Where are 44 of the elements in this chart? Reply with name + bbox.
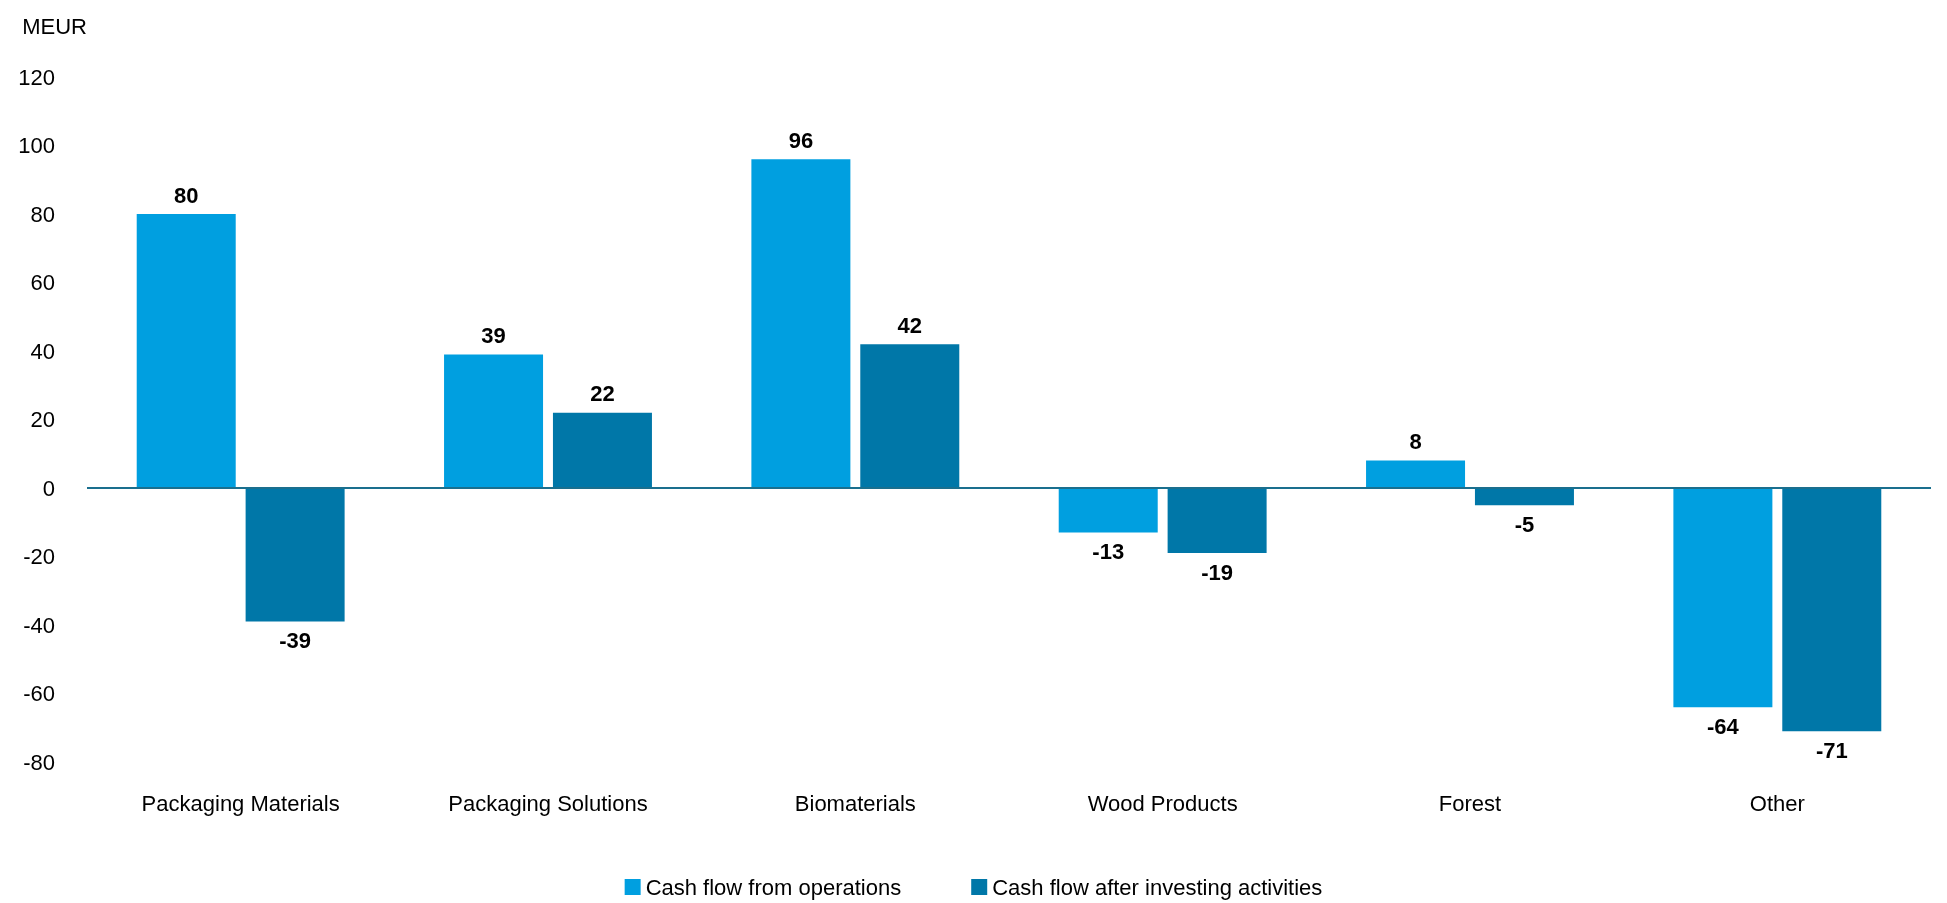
y-tick-label: 0 <box>42 475 55 501</box>
bar <box>1782 488 1882 732</box>
y-tick-label: 120 <box>18 64 55 90</box>
y-tick-label: 80 <box>30 201 55 227</box>
y-axis-title: MEUR <box>22 13 87 39</box>
bar <box>1474 488 1574 506</box>
y-tick-label: -20 <box>23 544 55 569</box>
bar <box>245 488 345 622</box>
bar <box>1673 488 1773 708</box>
data-label: -39 <box>279 628 312 654</box>
x-tick-label: Packaging Solutions <box>448 790 648 816</box>
y-tick-label: 20 <box>30 407 55 432</box>
legend-label: Cash flow from operations <box>645 874 902 900</box>
data-label: -64 <box>1706 713 1740 739</box>
data-label: 80 <box>173 182 199 208</box>
bar <box>1167 488 1267 554</box>
y-tick-label: -40 <box>23 612 55 638</box>
data-label: 8 <box>1409 429 1422 455</box>
bar <box>1058 488 1158 533</box>
data-label: -19 <box>1201 559 1234 585</box>
data-label: 39 <box>481 322 506 348</box>
data-label: 22 <box>590 381 615 407</box>
data-label: -71 <box>1815 737 1848 763</box>
bar <box>751 159 851 488</box>
bar <box>444 354 544 488</box>
y-tick-label: 60 <box>30 270 55 295</box>
data-label: 96 <box>788 127 814 153</box>
x-tick-label: Biomaterials <box>794 790 916 816</box>
data-label: -5 <box>1514 511 1535 537</box>
y-tick-label: -80 <box>23 749 55 775</box>
bar <box>1366 460 1466 488</box>
x-tick-label: Other <box>1749 790 1805 816</box>
data-label: -13 <box>1092 539 1125 565</box>
bar <box>136 214 236 488</box>
x-tick-label: Wood Products <box>1087 790 1238 816</box>
x-tick-label: Packaging Materials <box>141 790 340 816</box>
bar <box>552 412 652 488</box>
x-tick-label: Forest <box>1438 790 1502 816</box>
bar <box>860 344 960 488</box>
legend-label: Cash flow after investing activities <box>992 874 1323 900</box>
data-label: 42 <box>897 312 923 338</box>
y-tick-label: -60 <box>23 681 55 706</box>
y-tick-label: 100 <box>18 133 55 158</box>
y-tick-label: 40 <box>30 338 55 364</box>
